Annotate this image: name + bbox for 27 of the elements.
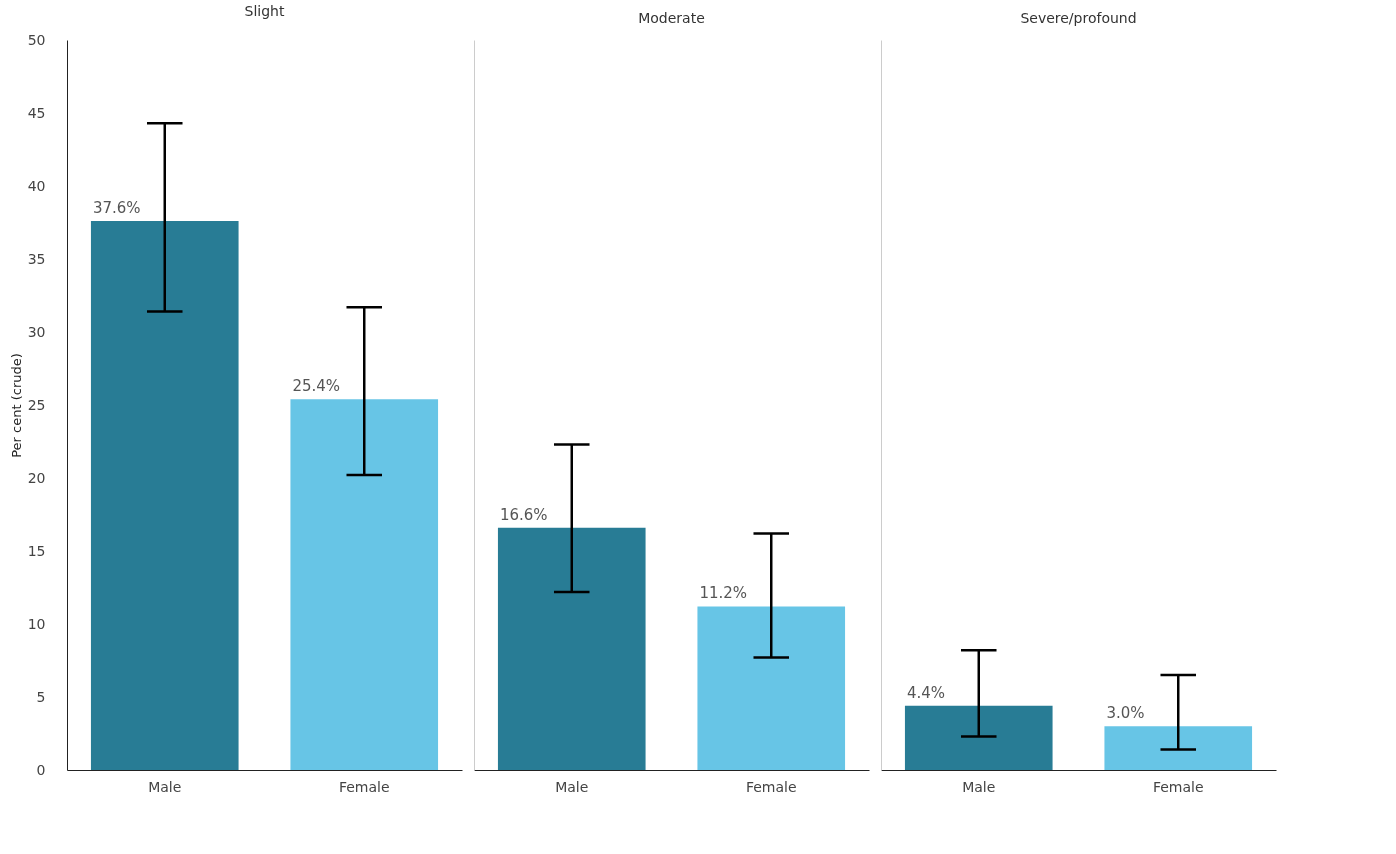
data-label: 16.6%	[499, 505, 548, 524]
y-tick-label: 15	[27, 542, 46, 559]
y-tick-label: 20	[27, 469, 46, 486]
x-tick-label: Female	[338, 778, 390, 795]
x-tick-label: Female	[1152, 778, 1204, 795]
y-axis-title: Per cent (crude)	[8, 353, 24, 458]
data-label: 25.4%	[292, 377, 341, 396]
y-tick-label: 50	[27, 31, 46, 48]
y-tick-label: 40	[27, 177, 46, 194]
y-tick-label: 5	[36, 688, 46, 705]
x-tick-label: Male	[555, 778, 589, 795]
y-tick-label: 10	[27, 615, 46, 632]
y-tick-label: 35	[27, 250, 46, 267]
x-tick-label: Male	[148, 778, 182, 795]
data-label: 3.0%	[1106, 704, 1145, 723]
data-label: 11.2%	[699, 584, 748, 603]
chart-title: Severe/profound	[1020, 10, 1137, 26]
y-tick-label: 30	[27, 323, 46, 340]
x-tick-label: Male	[962, 778, 996, 795]
chart-title: Moderate	[638, 10, 705, 26]
y-tick-label: 25	[27, 396, 46, 413]
y-tick-label: 45	[27, 104, 46, 121]
y-tick-label: 0	[36, 761, 46, 778]
chart-title: Slight	[244, 3, 285, 19]
x-tick-label: Female	[745, 778, 797, 795]
data-label: 37.6%	[92, 199, 141, 218]
data-label: 4.4%	[906, 683, 946, 702]
